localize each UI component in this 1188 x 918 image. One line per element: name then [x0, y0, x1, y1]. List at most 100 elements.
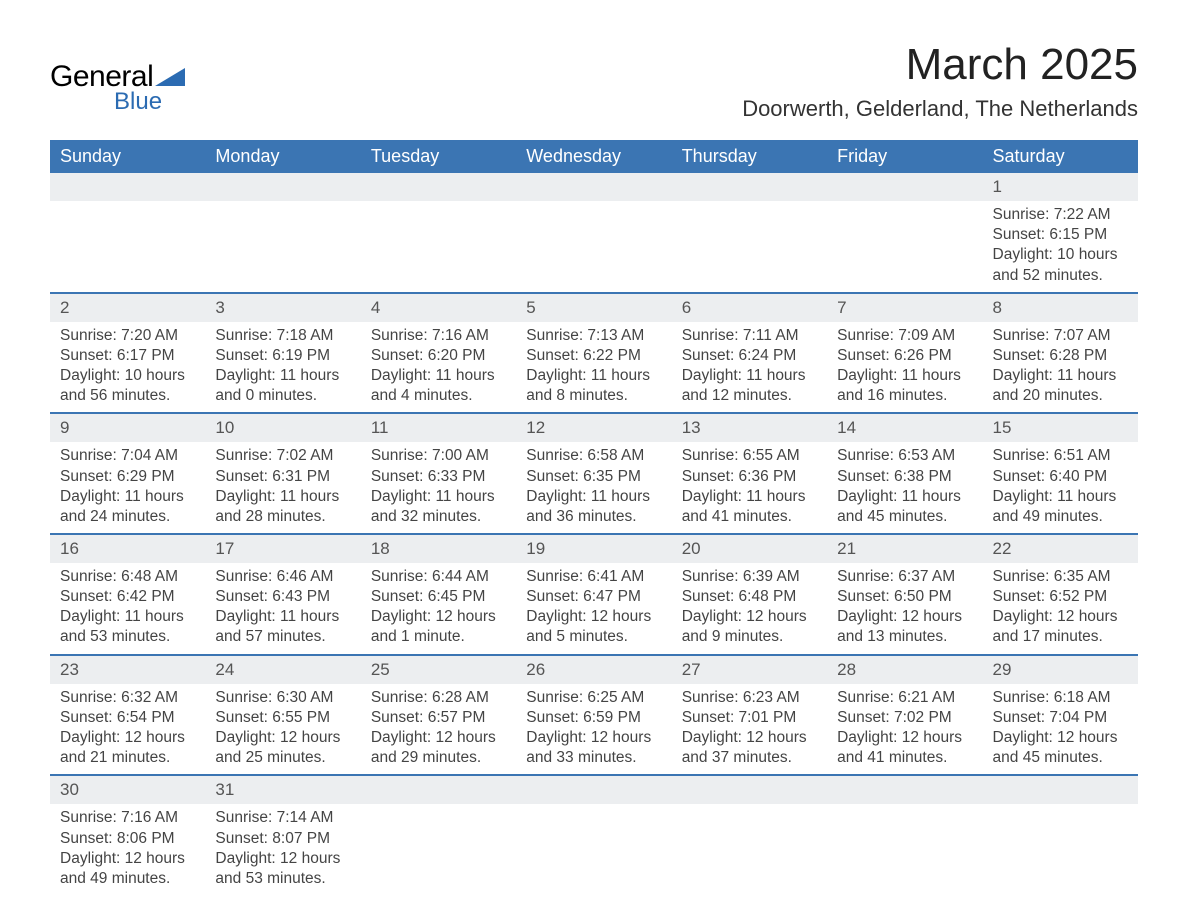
- sunrise-text: Sunrise: 7:22 AM: [993, 205, 1128, 225]
- day-detail-cell: [672, 201, 827, 293]
- sunrise-text: Sunrise: 6:58 AM: [526, 446, 661, 466]
- daylight-line2: and 1 minute.: [371, 627, 506, 647]
- day-header: Tuesday: [361, 140, 516, 173]
- daylight-line1: Daylight: 12 hours: [371, 728, 506, 748]
- day-detail-cell: [361, 201, 516, 293]
- daylight-line2: and 17 minutes.: [993, 627, 1128, 647]
- calendar-table: Sunday Monday Tuesday Wednesday Thursday…: [50, 140, 1138, 895]
- day-detail-cell: Sunrise: 6:30 AMSunset: 6:55 PMDaylight:…: [205, 684, 360, 776]
- sunrise-text: Sunrise: 7:18 AM: [215, 326, 350, 346]
- day-number-cell: 11: [361, 413, 516, 442]
- daylight-line1: Daylight: 11 hours: [526, 487, 661, 507]
- day-number-cell: 31: [205, 775, 360, 804]
- title-block: March 2025 Doorwerth, Gelderland, The Ne…: [742, 40, 1138, 122]
- daylight-line1: Daylight: 12 hours: [371, 607, 506, 627]
- sunset-text: Sunset: 6:52 PM: [993, 587, 1128, 607]
- day-detail-cell: Sunrise: 7:02 AMSunset: 6:31 PMDaylight:…: [205, 442, 360, 534]
- day-number-cell: [516, 775, 671, 804]
- sunset-text: Sunset: 6:36 PM: [682, 467, 817, 487]
- daylight-line2: and 28 minutes.: [215, 507, 350, 527]
- day-number-cell: 22: [983, 534, 1138, 563]
- daylight-line2: and 29 minutes.: [371, 748, 506, 768]
- sunset-text: Sunset: 7:02 PM: [837, 708, 972, 728]
- daylight-line2: and 9 minutes.: [682, 627, 817, 647]
- sunrise-text: Sunrise: 6:37 AM: [837, 567, 972, 587]
- day-number-cell: 13: [672, 413, 827, 442]
- week-detail-row: Sunrise: 7:20 AMSunset: 6:17 PMDaylight:…: [50, 322, 1138, 414]
- sunset-text: Sunset: 6:24 PM: [682, 346, 817, 366]
- sunset-text: Sunset: 6:55 PM: [215, 708, 350, 728]
- daylight-line2: and 41 minutes.: [837, 748, 972, 768]
- day-number-cell: [516, 173, 671, 201]
- week-daynum-row: 2345678: [50, 293, 1138, 322]
- daylight-line1: Daylight: 11 hours: [993, 366, 1128, 386]
- sunrise-text: Sunrise: 6:53 AM: [837, 446, 972, 466]
- day-number-cell: 6: [672, 293, 827, 322]
- daylight-line1: Daylight: 11 hours: [837, 487, 972, 507]
- daylight-line2: and 45 minutes.: [837, 507, 972, 527]
- logo: General Blue: [50, 60, 185, 116]
- sunrise-text: Sunrise: 7:04 AM: [60, 446, 195, 466]
- sunset-text: Sunset: 6:42 PM: [60, 587, 195, 607]
- sunrise-text: Sunrise: 6:48 AM: [60, 567, 195, 587]
- sunrise-text: Sunrise: 6:30 AM: [215, 688, 350, 708]
- sunset-text: Sunset: 6:57 PM: [371, 708, 506, 728]
- week-daynum-row: 23242526272829: [50, 655, 1138, 684]
- day-detail-cell: [983, 804, 1138, 895]
- sunset-text: Sunset: 6:38 PM: [837, 467, 972, 487]
- daylight-line2: and 56 minutes.: [60, 386, 195, 406]
- sunset-text: Sunset: 6:20 PM: [371, 346, 506, 366]
- daylight-line2: and 45 minutes.: [993, 748, 1128, 768]
- day-detail-cell: [361, 804, 516, 895]
- sunrise-text: Sunrise: 7:07 AM: [993, 326, 1128, 346]
- day-number-cell: 23: [50, 655, 205, 684]
- sunrise-text: Sunrise: 6:41 AM: [526, 567, 661, 587]
- sunset-text: Sunset: 7:04 PM: [993, 708, 1128, 728]
- day-number-cell: 2: [50, 293, 205, 322]
- sunrise-text: Sunrise: 6:25 AM: [526, 688, 661, 708]
- daylight-line2: and 53 minutes.: [215, 869, 350, 889]
- day-number-cell: [827, 173, 982, 201]
- sunrise-text: Sunrise: 7:14 AM: [215, 808, 350, 828]
- daylight-line2: and 13 minutes.: [837, 627, 972, 647]
- daylight-line2: and 52 minutes.: [993, 266, 1128, 286]
- day-number-cell: 7: [827, 293, 982, 322]
- day-detail-cell: Sunrise: 7:09 AMSunset: 6:26 PMDaylight:…: [827, 322, 982, 414]
- daylight-line1: Daylight: 11 hours: [993, 487, 1128, 507]
- daylight-line1: Daylight: 12 hours: [60, 849, 195, 869]
- daylight-line1: Daylight: 11 hours: [837, 366, 972, 386]
- week-detail-row: Sunrise: 6:32 AMSunset: 6:54 PM Daylight:…: [50, 684, 1138, 776]
- day-number-cell: 19: [516, 534, 671, 563]
- daylight-line1: Daylight: 12 hours: [993, 728, 1128, 748]
- sunset-text: Sunset: 6:48 PM: [682, 587, 817, 607]
- daylight-line2: and 24 minutes.: [60, 507, 195, 527]
- sunrise-text: Sunrise: 6:46 AM: [215, 567, 350, 587]
- daylight-line1: Daylight: 11 hours: [682, 366, 817, 386]
- sunrise-text: Sunrise: 6:32 AM: [60, 688, 195, 708]
- page-header: General Blue March 2025 Doorwerth, Gelde…: [50, 40, 1138, 122]
- day-detail-cell: Sunrise: 6:39 AMSunset: 6:48 PMDaylight:…: [672, 563, 827, 655]
- day-number-cell: [205, 173, 360, 201]
- sunrise-text: Sunrise: 7:11 AM: [682, 326, 817, 346]
- day-number-cell: 17: [205, 534, 360, 563]
- location-text: Doorwerth, Gelderland, The Netherlands: [742, 96, 1138, 122]
- daylight-line1: Daylight: 12 hours: [682, 607, 817, 627]
- daylight-line2: and 49 minutes.: [993, 507, 1128, 527]
- day-detail-cell: Sunrise: 6:58 AMSunset: 6:35 PMDaylight:…: [516, 442, 671, 534]
- day-detail-cell: Sunrise: 6:32 AMSunset: 6:54 PMDaylight:…: [50, 684, 205, 776]
- sunset-text: Sunset: 6:54 PM: [60, 708, 195, 728]
- day-detail-cell: Sunrise: 6:44 AMSunset: 6:45 PMDaylight:…: [361, 563, 516, 655]
- day-number-cell: 14: [827, 413, 982, 442]
- day-number-cell: [361, 775, 516, 804]
- day-detail-cell: [827, 201, 982, 293]
- week-detail-row: Sunrise: 7:22 AMSunset: 6:15 PMDaylight:…: [50, 201, 1138, 293]
- sunrise-text: Sunrise: 6:23 AM: [682, 688, 817, 708]
- day-detail-cell: Sunrise: 7:13 AMSunset: 6:22 PMDaylight:…: [516, 322, 671, 414]
- day-detail-cell: Sunrise: 7:07 AMSunset: 6:28 PMDaylight:…: [983, 322, 1138, 414]
- sunset-text: Sunset: 6:35 PM: [526, 467, 661, 487]
- sunset-text: Sunset: 6:59 PM: [526, 708, 661, 728]
- day-number-cell: 1: [983, 173, 1138, 201]
- day-number-cell: 10: [205, 413, 360, 442]
- week-daynum-row: 3031: [50, 775, 1138, 804]
- logo-text-blue: Blue: [114, 88, 185, 116]
